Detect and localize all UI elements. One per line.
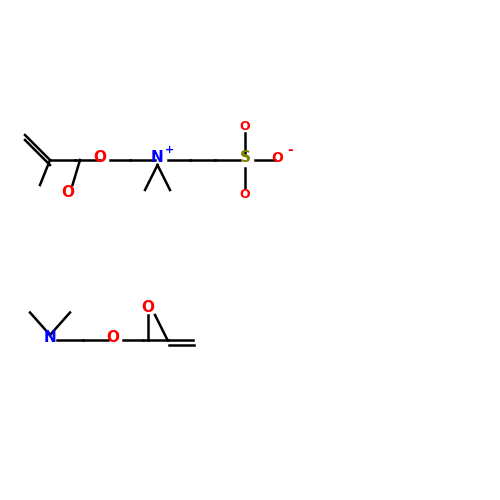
Text: O: O — [240, 120, 250, 132]
Text: O: O — [61, 185, 74, 200]
Text: O: O — [141, 300, 154, 315]
Text: O: O — [106, 330, 119, 345]
Text: S: S — [240, 150, 250, 165]
Text: O: O — [272, 150, 283, 164]
Text: O: O — [94, 150, 106, 165]
Text: N: N — [151, 150, 164, 165]
Text: +: + — [166, 145, 174, 155]
Text: N: N — [44, 330, 57, 345]
Text: O: O — [240, 188, 250, 200]
Text: -: - — [287, 143, 293, 157]
